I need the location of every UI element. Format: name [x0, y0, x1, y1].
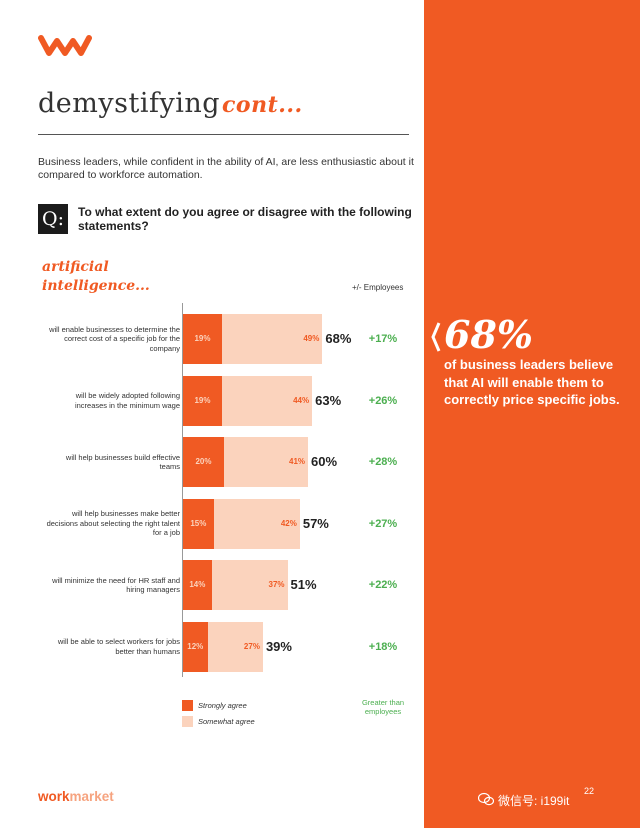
employee-diff-label: +27%	[368, 517, 398, 530]
row-label: will be widely adopted following increas…	[74, 391, 180, 410]
data-label-strongly-agree: 19%	[194, 334, 211, 343]
bar-strongly-agree	[183, 314, 222, 364]
bar-strongly-agree	[183, 560, 212, 610]
row-label: will enable businesses to determine the …	[49, 324, 180, 353]
total-label: 57%	[302, 515, 329, 531]
row-label: will minimize the need for HR staff and …	[52, 575, 180, 595]
legend-swatch-somewhat	[182, 716, 193, 727]
data-label-strongly-agree: 14%	[189, 580, 206, 589]
data-label-strongly-agree: 15%	[190, 518, 207, 528]
employee-diff-label: +28%	[368, 456, 398, 468]
wechat-icon	[478, 792, 494, 806]
legend-swatch-strongly	[182, 700, 193, 711]
bar-somewhat-agree	[224, 437, 309, 487]
wechat-watermark: 微信号: i199it	[498, 794, 570, 808]
data-label-somewhat-agree: 27%	[243, 641, 260, 651]
chart-axis	[182, 303, 183, 677]
row-label: will help businesses build effective tea…	[65, 452, 180, 472]
footer-logo-work: work	[38, 789, 70, 804]
workmarket-logo-icon	[38, 35, 92, 56]
bar-strongly-agree	[183, 498, 214, 549]
employees-note: Greater than employees	[361, 698, 405, 716]
bar-strongly-agree	[183, 375, 222, 426]
orange-sidebar	[424, 0, 640, 828]
question-badge: Q:	[38, 204, 68, 234]
employee-diff-label: +22%	[368, 579, 398, 591]
data-label-somewhat-agree: 49%	[303, 334, 320, 343]
data-label-strongly-agree: 20%	[195, 457, 212, 466]
employee-diff-label: +17%	[368, 333, 398, 345]
title-suffix: cont...	[222, 92, 303, 118]
row-label: will help businesses make better decisio…	[46, 509, 180, 538]
bar-somewhat-agree	[221, 375, 313, 426]
bar-somewhat-agree	[221, 314, 323, 364]
bar-strongly-agree	[183, 621, 208, 672]
employees-column-header: +/- Employees	[352, 283, 404, 292]
data-label-somewhat-agree: 37%	[268, 580, 285, 589]
page-title: demystifyingcont...	[38, 88, 303, 119]
bar-strongly-agree	[183, 437, 224, 487]
page-number: 22	[584, 786, 595, 796]
employee-diff-label: +26%	[368, 394, 398, 407]
title-divider	[38, 134, 409, 135]
legend-label-strongly: Strongly agree	[198, 701, 247, 710]
data-label-somewhat-agree: 41%	[289, 457, 306, 466]
data-label-strongly-agree: 12%	[187, 641, 204, 651]
callout-text: of business leaders believe that AI will…	[444, 357, 620, 407]
legend-label-somewhat: Somewhat agree	[198, 717, 255, 726]
bar-somewhat-agree	[211, 560, 288, 610]
chevron-left-icon	[431, 322, 441, 352]
chart-title: artificial intelligence...	[42, 259, 150, 294]
footer-logo-market: market	[69, 789, 114, 804]
footer-logo: workmarket	[38, 789, 114, 804]
total-label: 51%	[290, 577, 317, 592]
question-text: To what extent do you agree or disagree …	[78, 205, 412, 233]
bar-somewhat-agree	[207, 621, 263, 672]
intro-text: Business leaders, while confident in the…	[38, 156, 414, 181]
data-label-somewhat-agree: 42%	[280, 518, 297, 528]
data-label-strongly-agree: 19%	[194, 395, 211, 405]
data-label-somewhat-agree: 44%	[293, 395, 310, 405]
total-label: 60%	[311, 454, 338, 469]
bar-somewhat-agree	[213, 498, 300, 549]
title-main: demystifying	[38, 88, 221, 119]
total-label: 68%	[325, 331, 352, 346]
employee-diff-label: +18%	[368, 640, 398, 653]
total-label: 39%	[265, 638, 292, 654]
total-label: 63%	[315, 392, 342, 408]
callout-percentage: 68%	[444, 312, 533, 357]
row-label: will be able to select workers for jobs …	[57, 637, 180, 656]
